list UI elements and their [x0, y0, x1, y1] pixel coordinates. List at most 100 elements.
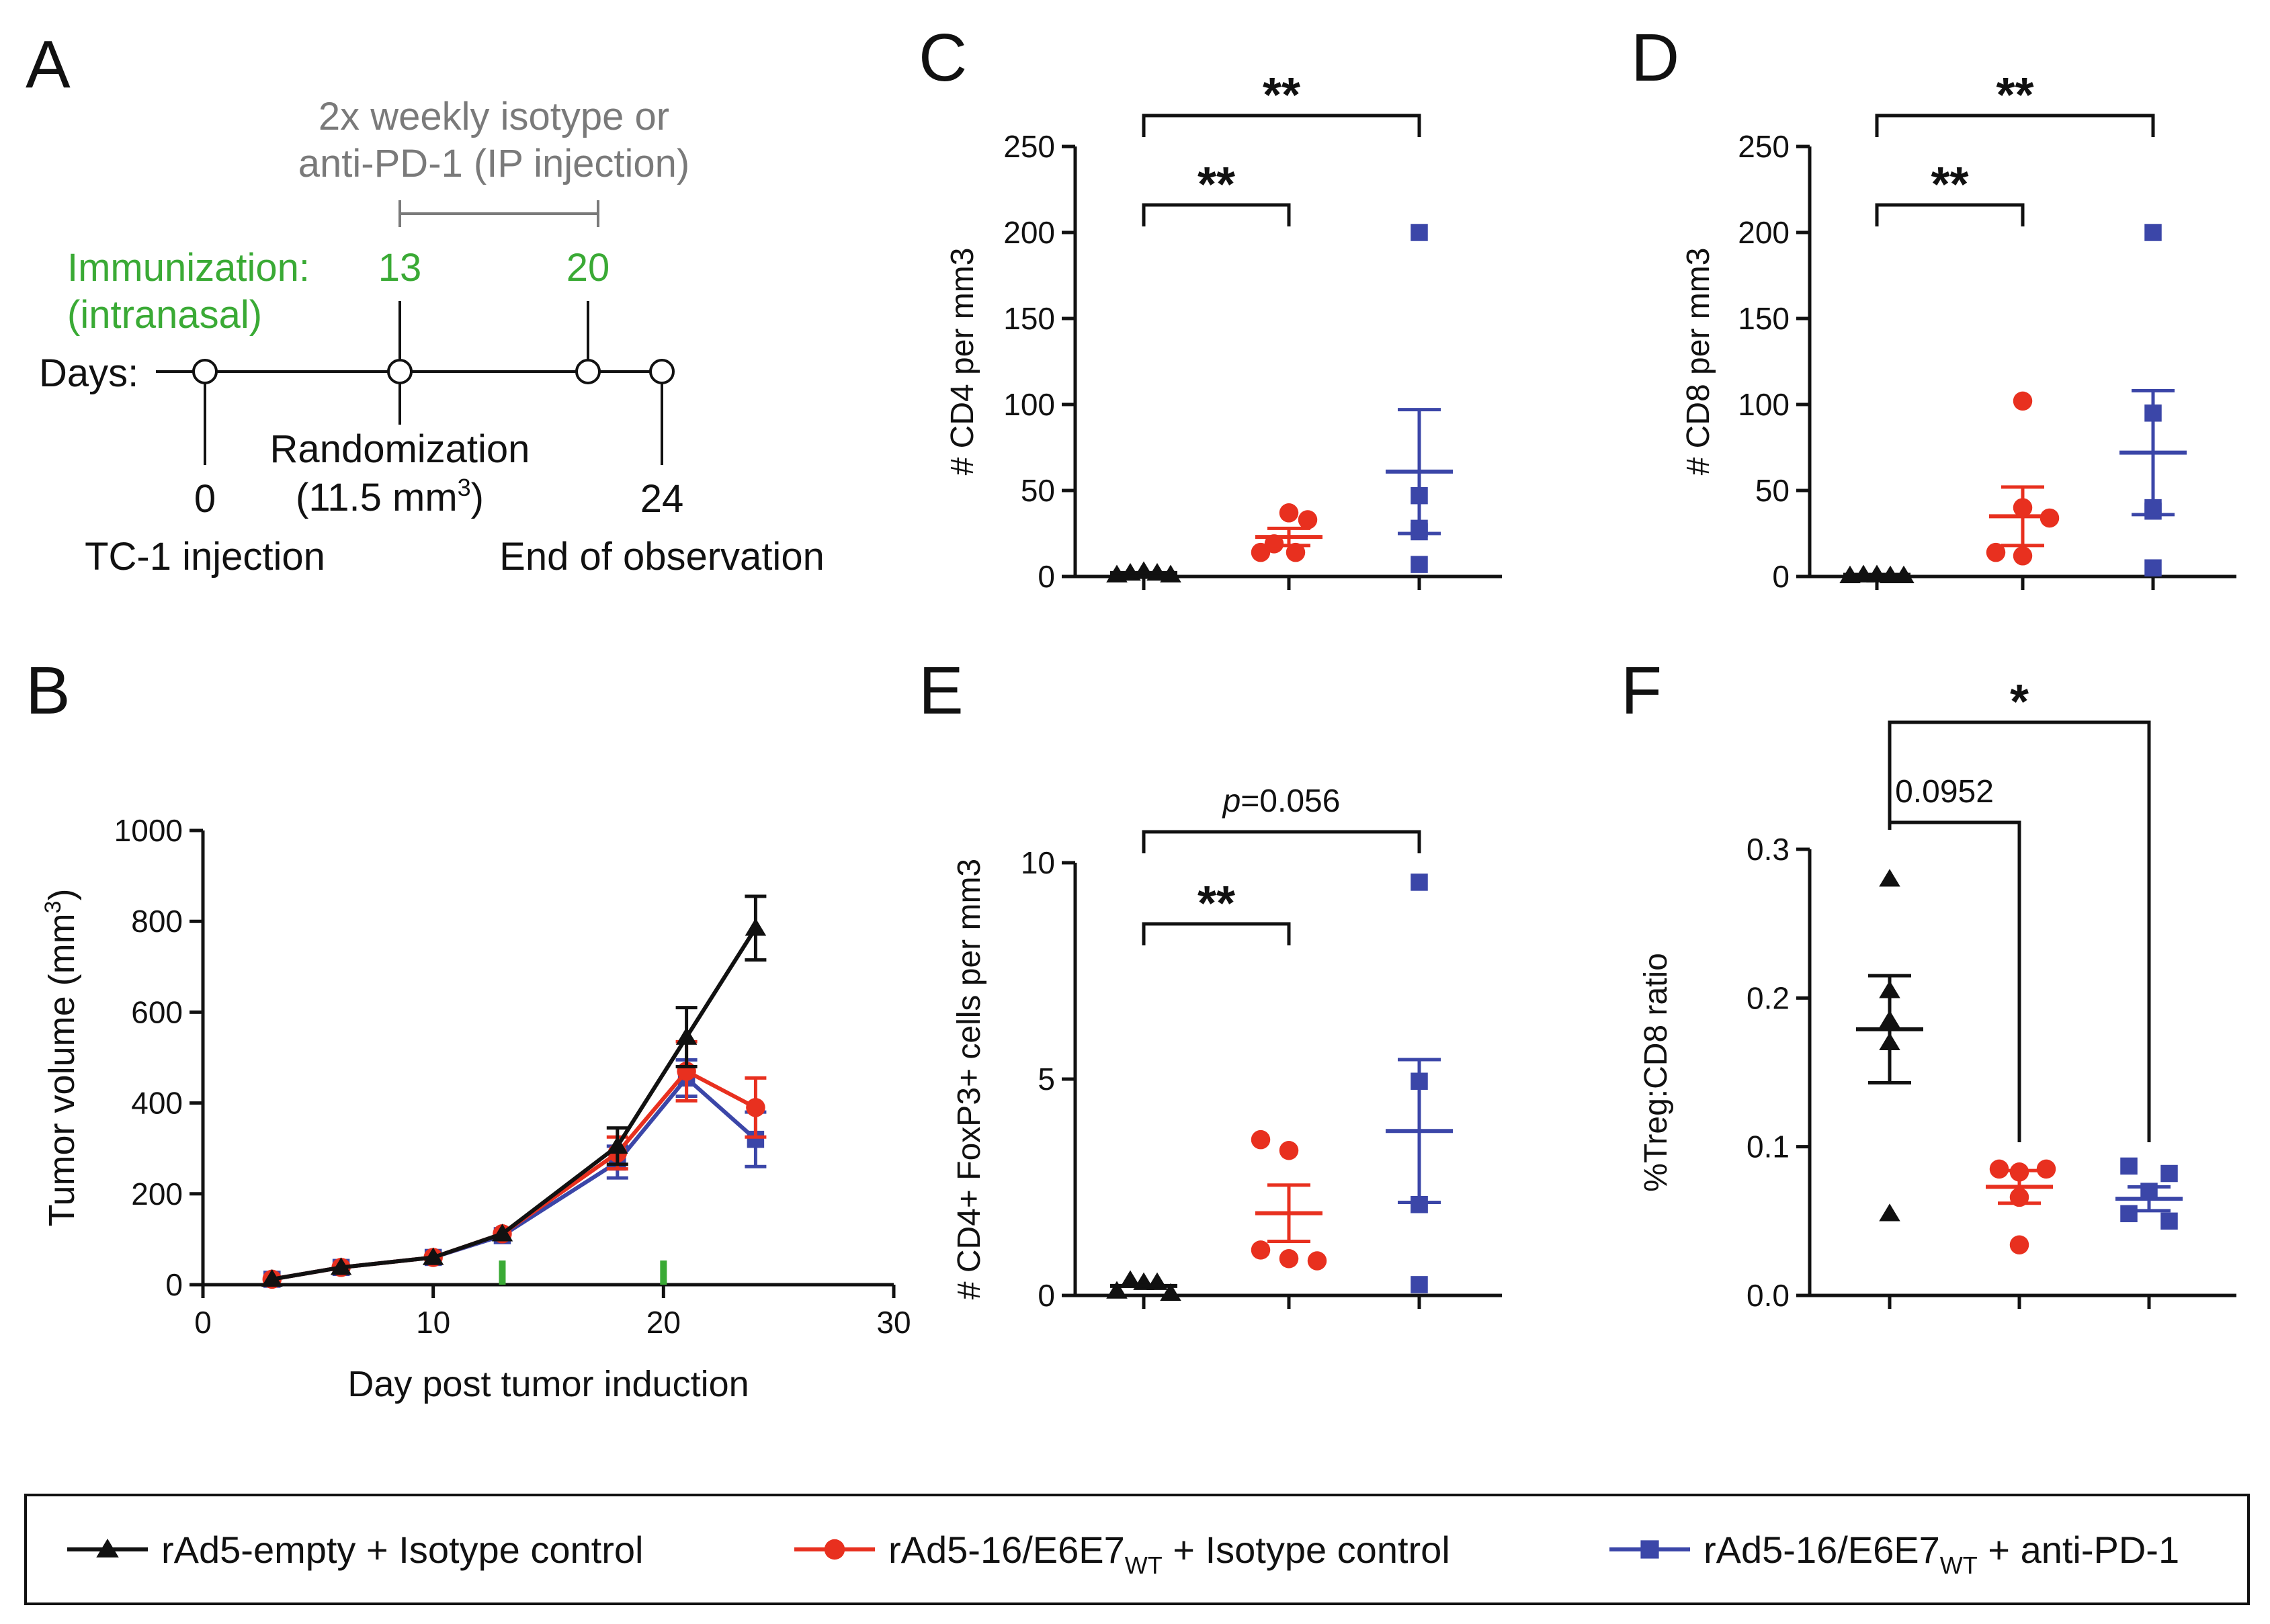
y-tick-label: 10: [1021, 845, 1055, 880]
panel-c-cd4-chart: C 0 50 100 150 200 250 # CD4 per mm3 ** **: [919, 20, 1502, 594]
panel-b-letter: B: [26, 653, 71, 728]
panel-a-letter: A: [26, 27, 71, 102]
treatment-label-line2: anti-PD-1 (IP injection): [298, 142, 689, 185]
b-y-tick-label: 600: [131, 994, 183, 1029]
legend-label-1: rAd5-16/E6E7WT + Isotype control: [888, 1529, 1450, 1579]
significance-bracket: [1888, 720, 2151, 1142]
data-point-1: [2013, 391, 2033, 411]
panel-d-letter: D: [1631, 20, 1679, 95]
y-axis-label: # CD8 per mm3: [1681, 248, 1716, 476]
significance-label: **: [1996, 69, 2033, 122]
b-y-axis-label: Tumor volume (mm3): [40, 889, 82, 1227]
tc1-injection-label: TC-1 injection: [85, 535, 325, 579]
y-tick-label: 0: [1038, 559, 1055, 594]
panel-a-timeline: A 2x weekly isotype or anti-PD-1 (IP inj…: [26, 27, 825, 579]
data-point-0: [1879, 869, 1900, 887]
data-point-0: [1106, 1281, 1128, 1299]
y-axis-label: %Treg:CD8 ratio: [1638, 953, 1674, 1192]
panel-c-letter: C: [919, 20, 967, 95]
y-tick-label: 100: [1003, 387, 1055, 422]
significance-label: **: [1263, 69, 1300, 122]
data-point-2: [2160, 1212, 2178, 1230]
day-24-label: 24: [640, 477, 684, 521]
b-y-axis-label-sup: 3: [40, 901, 66, 914]
y-tick-label: 0.2: [1747, 980, 1790, 1015]
b-y-tick-label: 400: [131, 1086, 183, 1121]
significance-bracket: [1142, 203, 1291, 226]
data-point-1: [1279, 503, 1299, 523]
data-point-1: [2009, 1235, 2029, 1254]
legend-label-main: rAd5-empty + Isotype control: [161, 1529, 643, 1571]
data-point-2: [1411, 224, 1428, 241]
y-tick-label: 150: [1738, 301, 1790, 336]
day-20-label: 20: [566, 246, 610, 290]
b-point-0: [675, 1027, 698, 1045]
significance-bracket: [1142, 922, 1291, 945]
data-point-2: [2144, 559, 2162, 576]
b-x-tick-label: 20: [646, 1305, 681, 1340]
timeline-node-day0: [192, 359, 218, 384]
panel-d-cd8-chart: D 0 50 100 150 200 250 # CD8 per mm3 ** **: [1631, 20, 2236, 594]
days-label: Days:: [39, 351, 138, 395]
b-y-axis-label-end: ): [42, 889, 82, 901]
y-tick-label: 250: [1003, 129, 1055, 164]
data-point-2: [2120, 1205, 2138, 1223]
data-point-1: [1298, 510, 1318, 529]
data-point-2: [1411, 873, 1428, 891]
y-tick-label: 50: [1755, 473, 1790, 508]
data-point-2: [2120, 1157, 2138, 1175]
panel-e-foxp3-chart: E 0 5 10 # CD4+ FoxP3+ cells per mm3 ** p=0.05…: [919, 653, 1502, 1313]
b-point-0: [607, 1136, 628, 1154]
b-y-tick-label: 800: [131, 904, 183, 939]
b-x-tick-label: 10: [416, 1305, 450, 1340]
b-y-tick-label: 0: [165, 1267, 183, 1302]
y-axis-label: # CD4+ FoxP3+ cells per mm3: [952, 859, 987, 1299]
data-point-1: [1307, 1251, 1327, 1271]
data-point-0: [1879, 1203, 1900, 1222]
data-point-1: [2036, 1159, 2056, 1179]
b-x-tick-label: 0: [194, 1305, 212, 1340]
b-point-0: [745, 918, 767, 936]
legend: rAd5-empty + Isotype control rAd5-16/E6E7…: [24, 1494, 2250, 1605]
day-0-label: 0: [194, 477, 216, 521]
b-point-1: [746, 1098, 765, 1117]
y-tick-label: 0.3: [1747, 832, 1790, 867]
timeline-node-day20: [575, 359, 601, 384]
randomization-label-line2: (11.5 mm3): [296, 474, 484, 519]
y-tick-label: 0: [1772, 559, 1790, 594]
data-point-2: [2144, 224, 2162, 241]
legend-marker-1: [824, 1539, 845, 1560]
y-tick-label: 5: [1038, 1062, 1055, 1097]
p-value: =0.056: [1241, 783, 1340, 819]
legend-label-sub: WT: [1125, 1551, 1163, 1579]
data-point-1: [1286, 542, 1306, 562]
data-point-1: [1986, 542, 2006, 562]
data-point-1: [1279, 1249, 1299, 1269]
y-tick-label: 0: [1038, 1278, 1055, 1313]
legend-frame: [24, 1494, 2250, 1605]
legend-marker-2: [1640, 1540, 1659, 1559]
legend-label-sub: WT: [1940, 1551, 1978, 1579]
y-tick-label: 250: [1738, 129, 1790, 164]
significance-label: *: [2010, 675, 2029, 729]
significance-bracket: [1142, 114, 1421, 137]
data-point-0: [1160, 1283, 1181, 1301]
significance-label: **: [1197, 877, 1235, 931]
y-tick-label: 50: [1021, 473, 1055, 508]
panel-f-treg-ratio-chart: F 0.0 0.1 0.2 0.3 %Treg:CD8 ratio 0.0952 *: [1621, 653, 2236, 1313]
timeline-node-day13: [387, 359, 413, 384]
b-y-tick-label: 200: [131, 1177, 183, 1211]
significance-label: p=0.056: [1222, 783, 1341, 819]
treatment-range-bracket: [398, 200, 599, 227]
legend-label-0: rAd5-empty + Isotype control: [161, 1529, 643, 1571]
panel-e-letter: E: [919, 653, 964, 728]
y-tick-label: 0.0: [1747, 1278, 1790, 1313]
b-point-0: [261, 1269, 283, 1287]
day-13-label: 13: [378, 246, 422, 290]
data-point-0: [1120, 1270, 1141, 1288]
data-point-2: [1411, 556, 1428, 573]
significance-label: **: [1197, 158, 1235, 212]
significance-label: 0.0952: [1895, 774, 1994, 810]
data-point-1: [1264, 534, 1284, 554]
